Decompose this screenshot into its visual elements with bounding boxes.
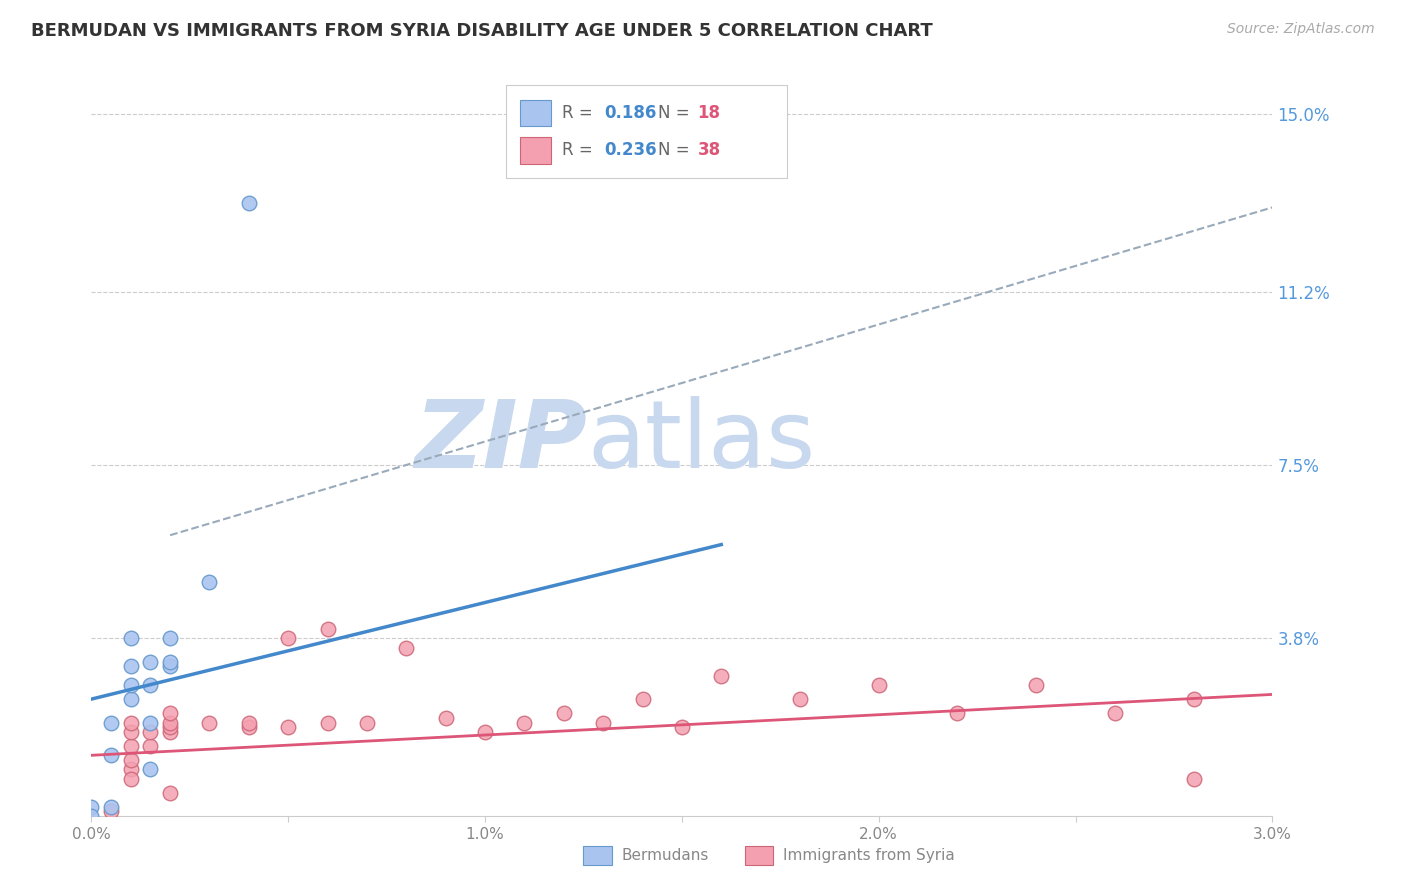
Text: 18: 18 (697, 104, 720, 122)
Text: Bermudans: Bermudans (621, 848, 709, 863)
Point (671, 720, 693, 734)
Point (159, 720, 181, 734)
Point (1104, 706, 1126, 721)
Point (592, 715, 614, 730)
Point (100, 805, 122, 819)
Text: Immigrants from Syria: Immigrants from Syria (783, 848, 955, 863)
Text: 38: 38 (697, 142, 720, 160)
Text: R =: R = (562, 104, 599, 122)
Point (139, 655, 162, 669)
Text: 0.186: 0.186 (605, 104, 657, 122)
Text: R =: R = (562, 142, 599, 160)
Point (159, 724, 181, 739)
Point (1182, 772, 1205, 786)
Point (395, 640, 418, 655)
Point (356, 715, 378, 730)
Point (513, 715, 536, 730)
Point (120, 724, 142, 739)
Point (159, 655, 181, 669)
Point (100, 748, 122, 763)
Point (120, 762, 142, 776)
Point (120, 659, 142, 673)
Text: ZIP: ZIP (415, 395, 588, 488)
Point (198, 715, 221, 730)
Point (100, 715, 122, 730)
Point (139, 724, 162, 739)
Point (159, 659, 181, 673)
Point (120, 739, 142, 753)
Point (474, 724, 496, 739)
Point (120, 772, 142, 786)
Point (238, 195, 260, 210)
Point (277, 632, 299, 646)
Point (159, 715, 181, 730)
Point (159, 786, 181, 800)
Point (120, 632, 142, 646)
Point (139, 678, 162, 692)
Text: N =: N = (658, 142, 695, 160)
Point (120, 715, 142, 730)
Point (198, 574, 221, 589)
Point (316, 622, 339, 636)
Point (238, 715, 260, 730)
Point (120, 692, 142, 706)
Point (789, 692, 811, 706)
Point (868, 678, 890, 692)
Point (100, 800, 122, 814)
Point (139, 739, 162, 753)
Point (139, 762, 162, 776)
Text: Source: ZipAtlas.com: Source: ZipAtlas.com (1227, 22, 1375, 37)
Point (159, 632, 181, 646)
Text: 0.236: 0.236 (605, 142, 657, 160)
Point (710, 669, 733, 683)
Point (1025, 678, 1047, 692)
Point (946, 706, 969, 721)
Point (553, 706, 575, 721)
Point (277, 720, 299, 734)
Point (120, 678, 142, 692)
Point (80, 809, 103, 823)
Text: N =: N = (658, 104, 695, 122)
Point (316, 715, 339, 730)
Point (1182, 692, 1205, 706)
Text: atlas: atlas (588, 395, 815, 488)
Point (159, 706, 181, 721)
Text: BERMUDAN VS IMMIGRANTS FROM SYRIA DISABILITY AGE UNDER 5 CORRELATION CHART: BERMUDAN VS IMMIGRANTS FROM SYRIA DISABI… (31, 22, 932, 40)
Point (631, 692, 654, 706)
Point (238, 720, 260, 734)
Point (120, 753, 142, 767)
Point (434, 711, 457, 725)
Point (139, 715, 162, 730)
Point (80, 800, 103, 814)
